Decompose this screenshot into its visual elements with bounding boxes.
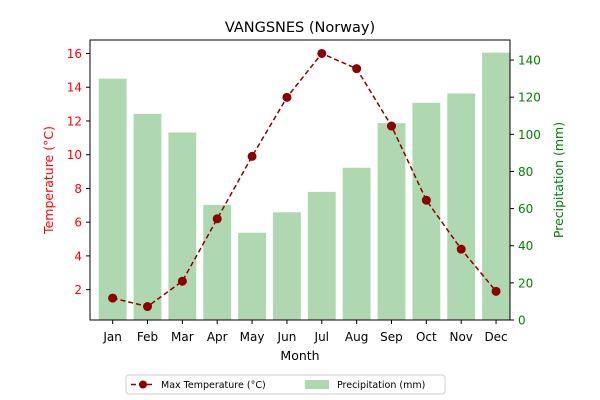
x-axis-label: Month bbox=[280, 348, 319, 363]
right-tick-label: 60 bbox=[518, 202, 533, 216]
precip-bar-nov bbox=[447, 93, 476, 321]
left-tick-label: 2 bbox=[74, 283, 82, 297]
temperature-point-jun bbox=[282, 92, 292, 102]
left-tick-label: 6 bbox=[74, 216, 82, 230]
temperature-point-feb bbox=[143, 302, 153, 312]
x-tick-label: May bbox=[240, 330, 265, 344]
x-tick-label: Oct bbox=[416, 330, 437, 344]
precip-bar-jul bbox=[307, 191, 336, 320]
x-tick-label: Apr bbox=[207, 330, 228, 344]
right-axis-label: Precipitation (mm) bbox=[551, 122, 566, 238]
left-tick-label: 16 bbox=[67, 47, 82, 61]
left-axis-ticks: 2 4 6 8 10 12 14 16 bbox=[67, 47, 90, 297]
precip-bar-oct bbox=[412, 102, 441, 320]
temperature-point-sep bbox=[386, 121, 396, 131]
temperature-point-nov bbox=[456, 244, 466, 254]
x-tick-label: Jun bbox=[277, 330, 297, 344]
legend-label-temperature: Max Temperature (°C) bbox=[161, 380, 266, 391]
legend-bar-swatch bbox=[305, 380, 329, 389]
left-tick-label: 4 bbox=[74, 249, 82, 263]
left-axis-label: Temperature (°C) bbox=[41, 126, 56, 235]
left-tick-label: 10 bbox=[67, 148, 82, 162]
precip-bar-dec bbox=[482, 52, 510, 320]
x-tick-label: Dec bbox=[484, 330, 507, 344]
temperature-point-oct bbox=[421, 195, 431, 205]
temperature-line bbox=[108, 48, 501, 312]
right-tick-label: 140 bbox=[518, 54, 541, 68]
x-tick-label: Jul bbox=[314, 330, 329, 344]
x-tick-label: Jan bbox=[102, 330, 122, 344]
chart-title: VANGSNES (Norway) bbox=[225, 20, 375, 36]
legend-marker-swatch bbox=[139, 380, 147, 389]
x-tick-label: Nov bbox=[449, 330, 472, 344]
temperature-point-mar bbox=[177, 276, 187, 286]
temperature-point-dec bbox=[491, 286, 501, 296]
legend-box bbox=[125, 374, 446, 395]
right-tick-label: 40 bbox=[518, 239, 533, 253]
precip-bar-sep bbox=[377, 123, 406, 321]
x-tick-label: Sep bbox=[380, 330, 403, 344]
temperature-point-may bbox=[247, 151, 257, 161]
x-tick-label: Mar bbox=[171, 330, 194, 344]
temperature-point-jul bbox=[317, 48, 327, 58]
right-axis-ticks: 0 20 40 60 80 100 120 140 bbox=[510, 54, 541, 328]
precipitation-bars bbox=[98, 52, 510, 321]
precip-bar-aug bbox=[342, 167, 371, 320]
right-tick-label: 20 bbox=[518, 276, 533, 290]
temperature-point-apr bbox=[212, 214, 222, 224]
legend-label-precipitation: Precipitation (mm) bbox=[337, 380, 425, 391]
x-tick-label: Feb bbox=[137, 330, 158, 344]
x-tick-label: Aug bbox=[345, 330, 368, 344]
temperature-point-aug bbox=[352, 64, 362, 74]
left-tick-label: 8 bbox=[74, 182, 82, 196]
x-axis-ticks: Jan Feb Mar Apr May Jun Jul Aug Sep Oct Nov Dec bbox=[102, 320, 508, 344]
plot-frame bbox=[89, 39, 511, 321]
temperature-point-jan bbox=[108, 293, 118, 303]
left-tick-label: 14 bbox=[67, 81, 82, 95]
precip-bar-may bbox=[238, 232, 267, 320]
right-tick-label: 0 bbox=[518, 314, 526, 328]
precip-bar-jun bbox=[272, 212, 301, 320]
precip-bar-apr bbox=[203, 204, 232, 320]
precip-bar-feb bbox=[133, 113, 162, 320]
precip-bar-jan bbox=[98, 78, 127, 320]
precip-bar-mar bbox=[168, 132, 197, 320]
right-tick-label: 80 bbox=[518, 165, 533, 179]
right-tick-label: 100 bbox=[518, 128, 541, 142]
left-tick-label: 12 bbox=[67, 114, 82, 128]
legend: Max Temperature (°C) Precipitation (mm) bbox=[125, 374, 446, 395]
right-tick-label: 120 bbox=[518, 91, 541, 105]
